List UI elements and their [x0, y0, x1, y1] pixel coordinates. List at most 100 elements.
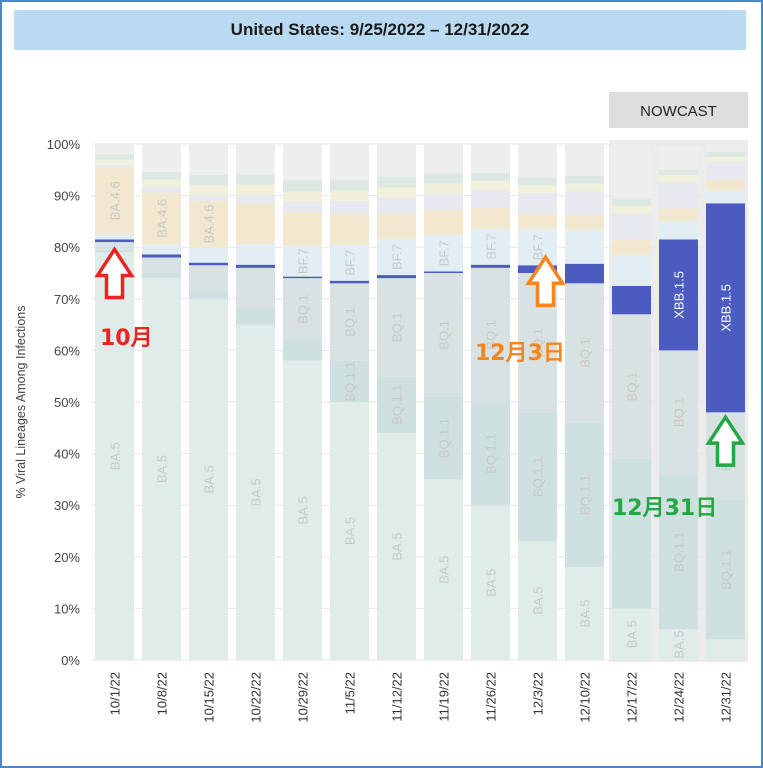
- bar-segment-bn-1: [471, 189, 510, 208]
- bar-segment-ba-5: [706, 639, 745, 660]
- bar-segment-ba-4-6: [189, 200, 228, 248]
- x-tick-label: 11/19/22: [437, 672, 452, 722]
- bar-label: BQ.1: [672, 398, 687, 428]
- bar-segment-other: [471, 144, 510, 173]
- bar-segment-xbb-1-5: [330, 280, 369, 284]
- bar-label: BA.5: [437, 556, 452, 584]
- bar-label: BA.5: [578, 599, 593, 627]
- bar-label: BA.5: [390, 532, 405, 560]
- bar-segment-ba-5: [189, 298, 228, 660]
- y-tick-label: 90%: [54, 189, 80, 204]
- y-tick-label: 100%: [47, 137, 81, 152]
- bar-label: BQ.1.1: [437, 418, 452, 458]
- bar-segment-ba-4: [565, 175, 604, 184]
- bar-segment-ba-2-75: [189, 185, 228, 196]
- y-tick-label: 10%: [54, 601, 80, 616]
- bar-label: BA.4.6: [155, 199, 170, 238]
- bar-segment-ba-4-6: [236, 202, 275, 245]
- bar-label: BF.7: [390, 244, 405, 270]
- bar-label: BF.7: [343, 250, 358, 276]
- bar-label: BQ.1.1: [719, 549, 734, 589]
- bar-segment-bq-1: [236, 267, 275, 310]
- annotation-arrow-icon: [94, 246, 135, 300]
- bar-label: BA.5: [155, 455, 170, 483]
- bar-segment-ba-4: [612, 198, 651, 206]
- bar-segment-ba-4: [706, 151, 745, 157]
- bar-segment-bn-1: [659, 182, 698, 209]
- bar-segment-bq-1: [283, 278, 322, 341]
- bar-segment-bq-1-1: [424, 396, 463, 480]
- bar-segment-ba-2-75: [565, 183, 604, 192]
- bar-label: BA.5: [108, 442, 123, 470]
- bar-segment-ba-5: [612, 608, 651, 660]
- bar-label: BA.4.6: [108, 181, 123, 220]
- bar-segment-ba-2-75: [142, 179, 181, 188]
- bar-segment-bn-1: [706, 162, 745, 181]
- bar-segment-other: [424, 144, 463, 174]
- bar-segment-ba-5: [142, 278, 181, 660]
- bar-segment-bf-7: [283, 245, 322, 277]
- bar-segment-bn-1: [565, 191, 604, 215]
- bar-segment-bn-1: [377, 197, 416, 214]
- bar-segment-bq-1-1: [330, 360, 369, 402]
- x-tick-label: 11/12/22: [390, 672, 405, 722]
- bar-label: BQ.1: [531, 328, 546, 358]
- bar-segment-bq-1: [142, 257, 181, 273]
- bar-segment-other: [659, 146, 698, 170]
- bar-segment-ba-4-6: [565, 214, 604, 231]
- bar-segment-xbb-1-5: [189, 262, 228, 266]
- bar-segment-other: [283, 144, 322, 181]
- bar-label: XBB.1.5: [672, 271, 687, 319]
- bar-segment-bq-1: [95, 242, 134, 250]
- bar-segment-ba-4-6: [612, 239, 651, 255]
- bar-segment-ba-4-6: [518, 213, 557, 230]
- bar-segment-other: [377, 144, 416, 178]
- x-tick-label: 11/26/22: [484, 672, 499, 722]
- bar-segment-bf-7: [330, 244, 369, 281]
- bar-segment-bq-1-1: [142, 273, 181, 279]
- x-tick-label: 10/29/22: [296, 672, 311, 723]
- bar-segment-bn-1: [424, 194, 463, 210]
- bar-label: BQ.1: [484, 320, 499, 350]
- bar-segment-xbb-1-5: [706, 203, 745, 413]
- bar-segment-bq-1-1: [471, 402, 510, 506]
- bar-segment-bn-1: [189, 195, 228, 201]
- bar-segment-ba-5: [659, 629, 698, 660]
- bar-segment-bn-1: [330, 200, 369, 214]
- bar-segment-ba-2-75: [95, 159, 134, 165]
- bar-segment-bq-1-1: [236, 309, 275, 325]
- x-tick-label: 10/22/22: [249, 672, 264, 723]
- bar-segment-other: [612, 144, 651, 199]
- bar-segment-ba-2-75: [283, 191, 322, 202]
- bar-segment-bf-7: [95, 234, 134, 240]
- bar-segment-ba-4: [189, 174, 228, 186]
- bar-label: BQ.1.1: [578, 475, 593, 515]
- bar-label: BQ.1.1: [390, 384, 405, 424]
- bar-segment-ba-5: [471, 505, 510, 660]
- bar-segment-ba-5: [236, 324, 275, 660]
- bar-segment-xbb-1-5: [283, 276, 322, 279]
- bar-segment-other: [236, 144, 275, 175]
- bar-label: BA.5: [625, 620, 640, 648]
- bar-label: BA.5: [249, 478, 264, 506]
- bar-segment-bq-1: [377, 278, 416, 377]
- bar-segment-ba-4: [283, 180, 322, 192]
- bar-segment-ba-2-75: [706, 156, 745, 163]
- x-tick-label: 10/8/22: [155, 672, 170, 715]
- bar-segment-bq-1-1: [189, 291, 228, 299]
- bar-segment-xbb-1-5: [471, 264, 510, 268]
- bar-segment-xbb-1-5: [659, 239, 698, 351]
- bar-label: BA.4.6: [202, 204, 217, 243]
- bar-segment-ba-2-75: [330, 190, 369, 201]
- y-axis-label: % Viral Lineages Among Infections: [14, 306, 28, 499]
- bar-segment-bq-1-1: [659, 474, 698, 630]
- bar-segment-bf-7: [189, 247, 228, 263]
- bar-segment-bq-1: [330, 283, 369, 361]
- x-tick-label: 12/31/22: [719, 672, 734, 723]
- bar-label: BF.7: [531, 234, 546, 260]
- bar-label: BQ.1: [578, 338, 593, 368]
- bar-segment-bf-7: [565, 230, 604, 264]
- bar-segment-ba-2-75: [612, 205, 651, 214]
- bar-segment-bq-1-1: [612, 458, 651, 609]
